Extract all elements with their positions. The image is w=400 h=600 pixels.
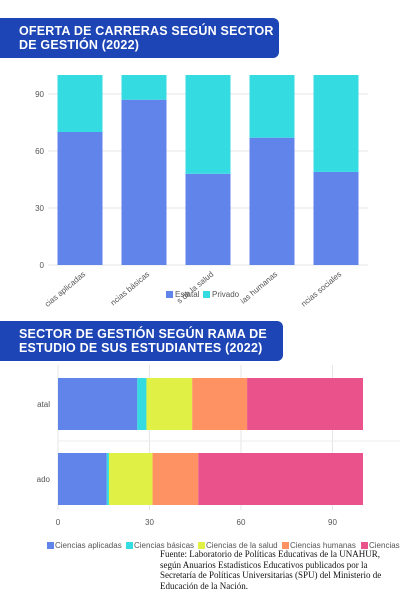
bar-segment bbox=[249, 75, 295, 138]
x-tick-label: ncias básicas bbox=[109, 270, 152, 308]
legend-label: Ciencias humanas bbox=[290, 541, 356, 550]
bar-segment bbox=[192, 378, 248, 430]
x-tick-label: s de la salud bbox=[175, 270, 215, 306]
y-tick-label: 60 bbox=[35, 147, 44, 156]
legend-swatch bbox=[126, 542, 133, 549]
bar-segment bbox=[58, 378, 138, 430]
legend-label: Ciencias aplicadas bbox=[55, 541, 122, 550]
x-tick-label: 90 bbox=[328, 518, 337, 527]
bar-segment bbox=[57, 132, 103, 265]
legend-swatch bbox=[198, 542, 205, 549]
legend-label: Estatal bbox=[175, 290, 200, 299]
x-tick-label: 60 bbox=[237, 518, 246, 527]
bar-segment bbox=[185, 173, 231, 265]
legend-swatch bbox=[203, 291, 210, 298]
x-tick-label: ncias sociales bbox=[299, 270, 343, 309]
source-note: Fuente: Laboratorio de Políticas Educati… bbox=[160, 549, 396, 591]
legend-label: Ciencias de la salud bbox=[206, 541, 278, 550]
vertical-stacked-bar-chart: 0 30 60 90 cias aplicadas ncias básicas s de l… bbox=[35, 75, 368, 309]
legend-swatch bbox=[47, 542, 54, 549]
bar-segment bbox=[57, 75, 103, 132]
bar-segment bbox=[313, 171, 359, 265]
chart1-title-line1: OFERTA DE CARRERAS SEGÚN SECTOR bbox=[19, 24, 274, 38]
legend-label: Ciencias básicas bbox=[134, 541, 194, 550]
legend-label: Ciencias s bbox=[369, 541, 400, 550]
bar-segment bbox=[106, 453, 109, 505]
y-tick-label: 0 bbox=[40, 261, 45, 270]
chart2-title-banner: SECTOR DE GESTIÓN SEGÚN RAMA DE ESTUDIO … bbox=[0, 321, 283, 361]
source-line: Educación de la Nación. bbox=[160, 580, 248, 591]
horizontal-stacked-bar-chart: 0 30 60 90 atal ado Ciencias aplicadas Ciencias… bbox=[37, 365, 400, 550]
bar-segment bbox=[152, 453, 199, 505]
chart1-title-line2: DE GESTIÓN (2022) bbox=[19, 38, 140, 52]
bar-segment bbox=[58, 453, 107, 505]
source-line: Fuente: Laboratorio de Políticas Educati… bbox=[160, 549, 380, 559]
y-tick-label: atal bbox=[37, 400, 50, 409]
x-tick-label: 30 bbox=[145, 518, 154, 527]
bar-segment bbox=[198, 453, 363, 505]
legend-swatch bbox=[166, 291, 173, 298]
chart2-title-line2: ESTUDIO DE SUS ESTUDIANTES (2022) bbox=[19, 341, 263, 355]
y-tick-label: ado bbox=[37, 475, 51, 484]
bar-segment bbox=[313, 75, 359, 172]
legend-label: Privado bbox=[212, 290, 240, 299]
bar-segment bbox=[146, 378, 193, 430]
x-tick-label: ias humanas bbox=[239, 270, 280, 306]
bar-segment bbox=[137, 378, 147, 430]
y-tick-label: 90 bbox=[35, 90, 44, 99]
chart2-title-line1: SECTOR DE GESTIÓN SEGÚN RAMA DE bbox=[19, 327, 267, 341]
legend-swatch bbox=[361, 542, 368, 549]
chart1-title-banner: OFERTA DE CARRERAS SEGÚN SECTOR DE GESTI… bbox=[0, 18, 279, 58]
bar-segment bbox=[185, 75, 231, 174]
bar-segment bbox=[249, 137, 295, 265]
x-tick-label: cias aplicadas bbox=[43, 270, 87, 309]
bar-segment bbox=[108, 453, 153, 505]
bar-segment bbox=[121, 75, 167, 100]
bar-segment bbox=[247, 378, 363, 430]
y-tick-label: 30 bbox=[35, 204, 44, 213]
source-line: según Anuarios Estadísticos Educativos p… bbox=[160, 559, 368, 570]
source-line: Secretaría de Políticas Universitarias (… bbox=[160, 570, 382, 581]
legend-swatch bbox=[282, 542, 289, 549]
x-tick-label: 0 bbox=[56, 518, 61, 527]
bar-segment bbox=[121, 99, 167, 265]
